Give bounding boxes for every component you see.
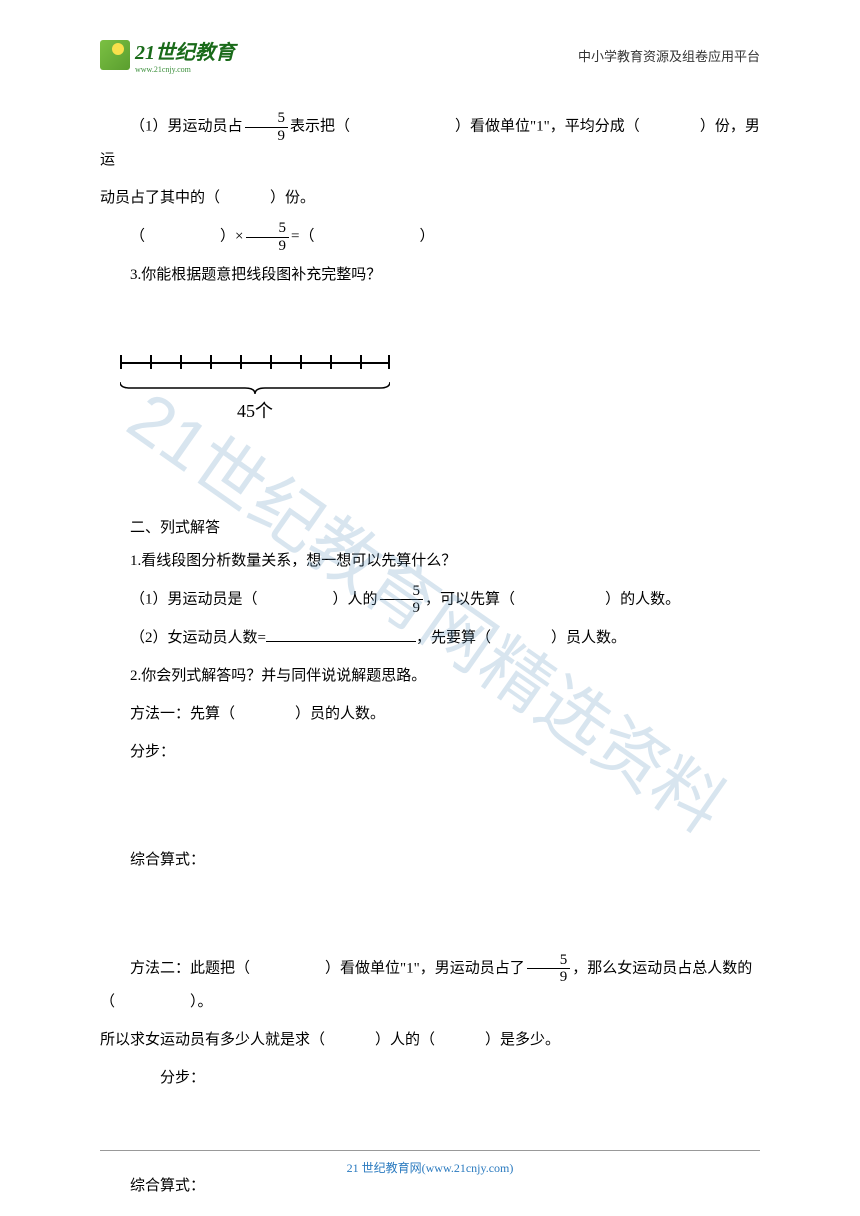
fraction-5-9: 59	[380, 583, 424, 617]
page-header: 21世纪教育 www.21cnjy.com 中小学教育资源及组卷应用平台	[100, 30, 760, 80]
blank	[515, 583, 605, 616]
line-segment-diagram: 45个	[120, 352, 760, 432]
text: ）员人数。	[551, 630, 626, 646]
method1: 方法一：先算（ ）员的人数。	[100, 698, 760, 731]
step-label: 分步：	[100, 736, 760, 769]
text: （1）男运动员是（	[130, 591, 258, 607]
s2-q1-2: （2）女运动员人数= ，先要算（ ）员人数。	[100, 622, 760, 655]
text: （1）男运动员占	[130, 118, 243, 134]
blank	[325, 1024, 375, 1057]
page-footer: 21 世纪教育网(www.21cnjy.com)	[100, 1150, 760, 1176]
fraction-5-9: 59	[245, 110, 289, 144]
logo-text-sub: www.21cnjy.com	[135, 65, 235, 74]
logo-icon	[100, 40, 130, 70]
method2-line2: 所以求女运动员有多少人就是求（ ）人的（ ）是多少。	[100, 1024, 760, 1057]
blank	[435, 1024, 485, 1057]
blank	[350, 110, 455, 143]
text: ，可以先算（	[425, 591, 515, 607]
text: ）份。	[270, 190, 315, 206]
logo-text-main: 21世纪教育	[135, 42, 235, 64]
method2-line1: 方法二：此题把（ ）看做单位"1"，男运动员占了59，那么女运动员占总人数的（ …	[100, 952, 760, 1019]
text: 表示把（	[290, 118, 350, 134]
s2-q2: 2.你会列式解答吗？并与同伴说说解题思路。	[100, 660, 760, 693]
blank	[115, 986, 190, 1019]
fraction-5-9: 59	[246, 220, 290, 254]
q1-formula: （ ）×59=（ ）	[100, 220, 760, 254]
text: ）是多少。	[485, 1032, 560, 1048]
blank	[220, 182, 270, 215]
text: ）。	[190, 994, 213, 1010]
brace	[120, 375, 390, 390]
header-platform-text: 中小学教育资源及组卷应用平台	[578, 46, 760, 65]
text: 方法二：此题把（	[130, 960, 250, 976]
brace-label: 45个	[120, 392, 390, 432]
text: （2）女运动员人数=	[130, 630, 266, 646]
blank	[235, 698, 295, 731]
blank-underline	[266, 641, 416, 642]
blank	[145, 220, 220, 253]
text: 方法一：先算（	[130, 706, 235, 722]
footer-text: 21 世纪教育网(www.21cnjy.com)	[347, 1161, 514, 1175]
text: ）	[419, 228, 434, 244]
text: 所以求女运动员有多少人就是求（	[100, 1032, 325, 1048]
text: ）员的人数。	[295, 706, 385, 722]
text: ）人的	[333, 591, 378, 607]
text: ）看做单位"1"，平均分成（	[455, 118, 640, 134]
blank	[640, 110, 700, 143]
text: ）的人数。	[605, 591, 680, 607]
fraction-5-9: 59	[527, 952, 571, 986]
section2-title: 二、列式解答	[100, 512, 760, 545]
step2-label: 分步：	[100, 1062, 760, 1095]
text: 动员占了其中的（	[100, 190, 220, 206]
blank	[258, 583, 333, 616]
formula-label: 综合算式：	[100, 844, 760, 877]
document-content: （1）男运动员占59表示把（ ）看做单位"1"，平均分成（ ）份，男运 动员占了…	[100, 110, 760, 1208]
text: ）人的（	[375, 1032, 435, 1048]
s2-q1-1: （1）男运动员是（ ）人的59，可以先算（ ）的人数。	[100, 583, 760, 617]
blank	[314, 220, 419, 253]
segment-line	[120, 352, 390, 372]
text: （	[130, 228, 145, 244]
blank	[250, 952, 325, 985]
blank	[491, 622, 551, 655]
q1-line1: （1）男运动员占59表示把（ ）看做单位"1"，平均分成（ ）份，男运	[100, 110, 760, 177]
q3-text: 3.你能根据题意把线段图补充完整吗？	[100, 259, 760, 292]
logo: 21世纪教育 www.21cnjy.com	[100, 36, 235, 74]
s2-q1: 1.看线段图分析数量关系，想一想可以先算什么？	[100, 545, 760, 578]
text: ）看做单位"1"，男运动员占了	[325, 960, 525, 976]
text: ）×	[220, 228, 243, 244]
text: =（	[291, 228, 314, 244]
q1-line2: 动员占了其中的（ ）份。	[100, 182, 760, 215]
text: ，先要算（	[416, 630, 491, 646]
